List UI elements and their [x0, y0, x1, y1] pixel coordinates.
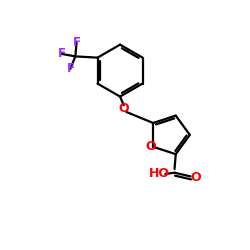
Text: O: O	[190, 172, 201, 184]
Text: F: F	[58, 48, 66, 60]
Text: O: O	[118, 102, 129, 116]
Text: O: O	[146, 140, 156, 153]
Text: HO: HO	[149, 168, 170, 180]
Text: F: F	[72, 36, 80, 49]
Text: F: F	[66, 62, 74, 75]
